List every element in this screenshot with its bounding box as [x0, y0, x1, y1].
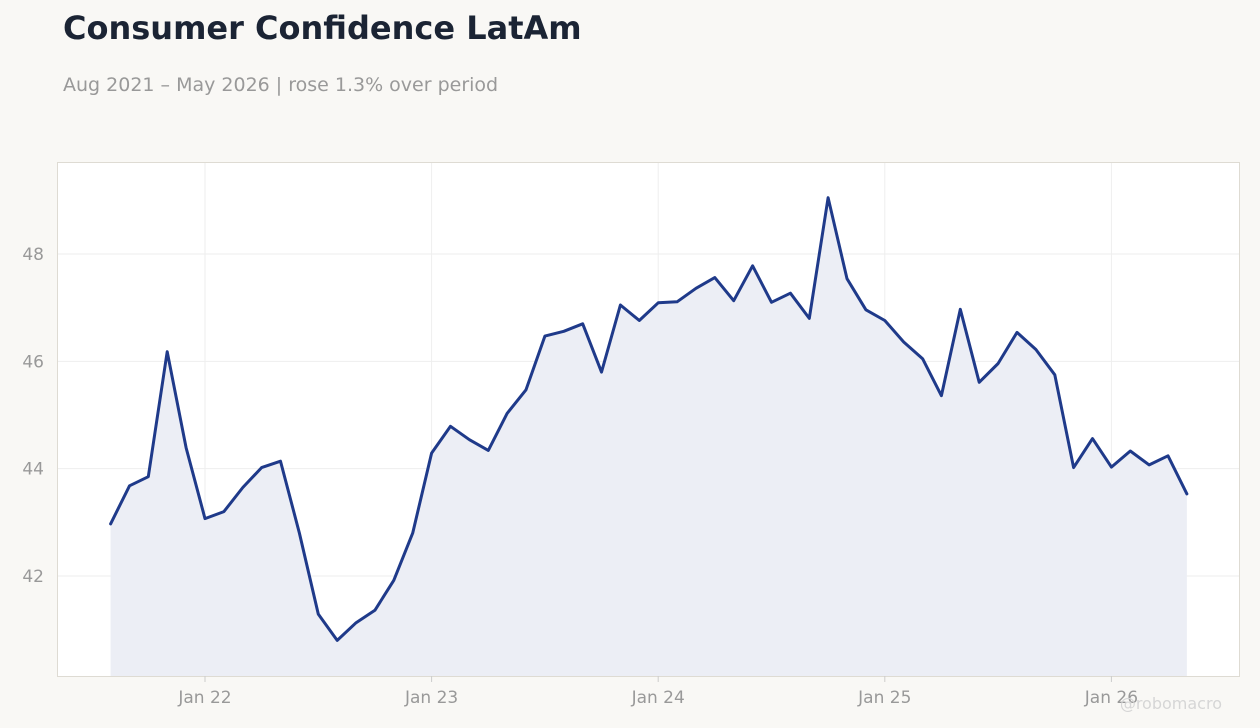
watermark: @robomacro [1119, 694, 1222, 713]
x-tick-label: Jan 24 [631, 688, 685, 708]
x-tick-label: Jan 26 [1084, 688, 1138, 708]
x-tick-label: Jan 23 [404, 688, 458, 708]
y-tick-label: 42 [22, 567, 44, 587]
y-tick-label: 46 [22, 352, 44, 372]
x-tick-label: Jan 22 [177, 688, 231, 708]
x-axis-ticks: Jan 22 Jan 23 Jan 24 Jan 25 Jan 26 [177, 676, 1138, 708]
y-tick-label: 44 [22, 460, 44, 480]
chart-title: Consumer Confidence LatAm [63, 9, 582, 47]
y-axis-ticks: 42 44 46 48 [22, 245, 44, 587]
series-area-fill [110, 197, 1187, 676]
y-tick-label: 48 [22, 245, 44, 265]
chart-subtitle: Aug 2021 – May 2026 | rose 1.3% over per… [63, 74, 499, 96]
x-tick-label: Jan 25 [857, 688, 911, 708]
series-line [109, 196, 1189, 642]
